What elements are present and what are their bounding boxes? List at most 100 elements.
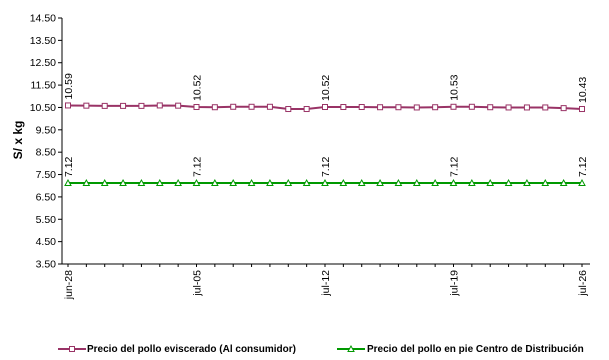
y-tick-label: 14.50: [30, 13, 56, 25]
data-point: [339, 178, 348, 187]
data-point: [579, 106, 585, 113]
data-point: [357, 178, 366, 187]
data-point: [247, 178, 256, 187]
y-tick-label: 4.50: [36, 236, 57, 248]
y-tick-labels: 3.50 4.50 5.50 6.50 7.50 8.50 9.50 10.50 11.50 12…: [30, 13, 56, 271]
data-point: [376, 178, 384, 187]
data-point: [560, 105, 567, 112]
data-point: [449, 178, 458, 187]
data-point: [468, 103, 475, 110]
series-2: [64, 178, 586, 187]
data-label: 7.12: [320, 156, 332, 177]
y-tick-label: 10.50: [30, 102, 56, 114]
series-1: [65, 102, 585, 113]
data-point: [101, 102, 108, 109]
data-point: [487, 104, 494, 111]
data-point: [468, 178, 476, 187]
data-point: [82, 178, 91, 187]
data-point: [211, 178, 219, 187]
x-tick-labels: jun-28 jul-05 jul-12 jul-19 jul-26: [63, 270, 589, 300]
data-point: [65, 102, 71, 109]
x-tick-label: jul-12: [320, 270, 332, 297]
data-point: [450, 103, 457, 110]
data-point: [321, 178, 329, 187]
x-tick-label: jul-05: [192, 270, 204, 297]
data-point: [523, 178, 531, 187]
data-point: [248, 103, 255, 110]
data-point: [412, 178, 421, 187]
data-point: [83, 102, 90, 109]
data-point: [284, 178, 293, 187]
data-label: 7.12: [577, 156, 589, 177]
data-point: [302, 178, 311, 187]
data-point: [358, 104, 365, 111]
axes: [58, 17, 590, 267]
series-group: [64, 102, 586, 187]
data-point: [432, 104, 439, 111]
y-tick-label: 7.50: [36, 169, 57, 181]
legend-marker: [69, 346, 75, 352]
data-point: [578, 178, 586, 187]
legend-marker: [347, 344, 355, 352]
data-label: 7.12: [63, 156, 75, 177]
data-point: [541, 178, 550, 187]
data-label: 10.52: [320, 75, 332, 101]
data-label: 10.43: [577, 77, 589, 103]
data-point: [64, 178, 72, 187]
data-point: [486, 178, 495, 187]
y-tick-label: 3.50: [36, 259, 57, 271]
data-point: [395, 104, 402, 111]
legend: Precio del pollo eviscerado (Al consumid…: [58, 344, 584, 355]
x-tick-label: jul-26: [577, 270, 589, 297]
data-point: [119, 178, 127, 187]
y-tick-label: 13.50: [30, 35, 56, 47]
data-point: [413, 104, 420, 111]
y-tick-label: 11.50: [31, 80, 57, 92]
data-point: [229, 178, 238, 187]
data-point: [266, 178, 274, 187]
data-point: [120, 102, 127, 109]
data-label: 10.52: [192, 75, 204, 101]
legend-label: Precio del pollo en pie Centro de Distri…: [367, 344, 584, 355]
x-tick-label: jul-19: [449, 270, 461, 297]
data-point: [340, 104, 347, 111]
data-point: [192, 178, 201, 187]
x-tick-label: jun-28: [63, 270, 75, 300]
data-label: 10.53: [449, 74, 461, 100]
data-point: [303, 106, 310, 113]
data-point: [100, 178, 109, 187]
data-point: [505, 104, 512, 111]
data-label: 10.59: [63, 73, 75, 99]
legend-item-1: Precio del pollo eviscerado (Al consumid…: [58, 344, 296, 355]
data-point: [523, 104, 530, 111]
y-tick-label: 8.50: [36, 147, 57, 159]
data-point: [504, 178, 513, 187]
y-axis-title: S/ x kg: [11, 121, 25, 160]
data-point: [138, 102, 145, 109]
legend-item-2: Precio del pollo en pie Centro de Distri…: [337, 344, 584, 355]
data-labels: 10.59 10.52 10.52 10.53 10.43 7.12 7.12 7.12 7.1…: [63, 73, 589, 177]
data-label: 7.12: [192, 156, 204, 177]
data-point: [559, 178, 568, 187]
y-tick-label: 12.50: [30, 57, 56, 69]
legend-label: Precio del pollo eviscerado (Al consumid…: [87, 344, 296, 355]
data-point: [322, 104, 328, 111]
y-tick-label: 9.50: [36, 124, 57, 136]
y-tick-label: 6.50: [36, 191, 57, 203]
data-point: [230, 103, 237, 110]
data-point: [285, 106, 292, 113]
data-point: [137, 178, 146, 187]
data-point: [156, 102, 163, 109]
y-tick-label: 5.50: [36, 214, 57, 226]
data-point: [193, 104, 200, 111]
data-point: [542, 104, 549, 111]
data-point: [431, 178, 439, 187]
data-point: [174, 178, 182, 187]
data-point: [175, 102, 182, 109]
data-label: 7.12: [449, 156, 461, 177]
data-point: [266, 103, 273, 110]
data-point: [155, 178, 164, 187]
data-point: [377, 104, 384, 111]
data-point: [211, 104, 218, 111]
